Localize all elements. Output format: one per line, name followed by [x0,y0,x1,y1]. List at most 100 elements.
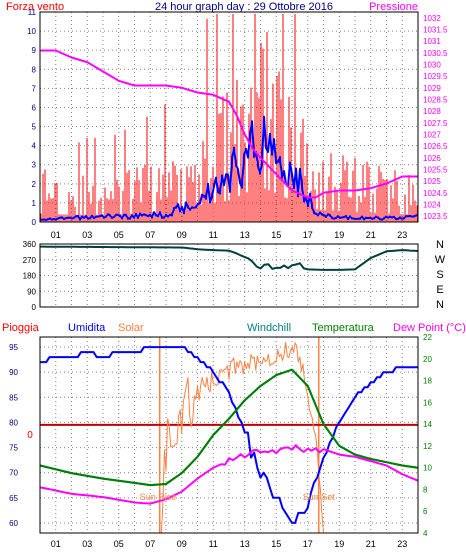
weather-panel-x-ticks: 01 03 05 07 09 11 13 15 17 19 21 23 [51,539,408,549]
x-tick-label: 07 [145,230,155,240]
x-tick-label: 01 [51,539,61,549]
humidity-tick-label: 90 [9,368,18,377]
graph-title: 24 hour graph day : 29 Ottobre 2016 [155,1,333,13]
wind-panel-series [39,13,419,222]
x-tick-label: 09 [177,539,187,549]
wind-tick-label: 4 [32,142,37,151]
pressure-tick-label: 1030 [423,61,441,70]
wind-tick-label: 9 [32,46,37,55]
direction-tick-label: 270 [23,256,37,265]
humidity-tick-label: 65 [9,494,18,503]
x-tick-label: 01 [51,230,61,240]
pressure-tick-label: 1029 [423,84,441,93]
pressure-line [40,49,418,199]
compass-label: S [436,269,443,281]
x-tick-label: 13 [240,539,250,549]
rain-value-label: 0 [27,430,33,441]
wind-tick-label: 0 [32,218,37,227]
x-tick-label: 23 [397,230,407,240]
pressure-tick-label: 1027 [423,131,441,140]
direction-axis-ticks: 0 90 180 270 360 [23,240,37,312]
temperature-tick-label: 18 [423,377,432,386]
wind-tick-label: 5 [32,123,37,132]
pressure-tick-label: 1025 [423,177,441,186]
pressure-tick-label: 1023.5 [423,212,448,221]
wind-tick-label: 8 [32,65,37,74]
x-tick-label: 07 [145,539,155,549]
humidity-tick-label: 80 [9,418,18,427]
pressure-tick-label: 1031 [423,37,441,46]
x-tick-label: 21 [366,539,376,549]
legend-rain: Pioggia [2,322,40,334]
x-tick-label: 15 [271,230,281,240]
humidity-tick-label: 95 [9,343,18,352]
compass-label: N [436,239,444,251]
x-tick-label: 21 [366,230,376,240]
wind-tick-label: 11 [28,8,37,17]
humidity-tick-label: 60 [9,519,18,528]
legend-dewpoint: Dew Point (°C) [393,322,466,334]
wind-axis-title: Forza vento [6,1,64,13]
humidity-line [40,346,418,524]
weather-panel-frame [39,336,419,534]
pressure-tick-label: 1026.5 [423,142,448,151]
humidity-tick-label: 85 [9,393,18,402]
direction-line [40,245,419,271]
wind-panel-x-ticks: 01 03 05 07 09 11 13 15 17 19 21 23 [51,230,408,240]
temperature-tick-label: 20 [423,355,432,364]
wind-tick-label: 10 [27,27,36,36]
humidity-axis-ticks: 60 65 70 75 80 85 90 95 [9,343,18,528]
pressure-tick-label: 1027.5 [423,119,448,128]
temperature-tick-label: 22 [423,333,432,342]
wind-tick-label: 7 [32,84,37,93]
compass-label: N [436,299,444,311]
solar-line [160,341,324,534]
x-tick-label: 11 [209,539,218,549]
temperature-tick-label: 6 [423,507,428,516]
direction-panel-grid [39,243,419,308]
x-tick-label: 17 [303,230,313,240]
wind-tick-label: 3 [32,161,37,170]
wind-average-line [39,115,419,221]
wind-panel-frame [39,11,419,223]
direction-tick-label: 180 [23,272,37,281]
x-tick-label: 03 [82,230,92,240]
pressure-tick-label: 1024.5 [423,189,448,198]
x-tick-label: 03 [82,539,92,549]
dewpoint-line [39,444,419,505]
temperature-axis-ticks: 4 6 8 10 12 14 16 18 20 22 [423,333,432,538]
pressure-axis-title: Pressione [369,1,418,13]
legend-humidity: Umidita [68,322,106,334]
x-tick-label: 05 [114,230,124,240]
temperature-tick-label: 12 [423,442,432,451]
direction-panel-frame [39,243,419,308]
direction-tick-label: 0 [32,303,37,312]
temperature-tick-label: 4 [423,529,428,538]
wind-tick-label: 6 [32,103,37,112]
pressure-tick-label: 1030.5 [423,49,448,58]
temperature-line [39,368,419,487]
pressure-axis-ticks: 1023.5 1024 1024.5 1025 1025.5 1026 1026.5 1027… [423,14,448,221]
pressure-tick-label: 1029.5 [423,72,448,81]
x-tick-label: 05 [114,539,124,549]
pressure-tick-label: 1028.5 [423,96,448,105]
wind-axis-ticks: 0 1 2 3 4 5 6 7 8 9 10 11 [27,8,36,227]
legend-temperature: Temperatura [312,322,375,334]
x-tick-label: 19 [334,230,344,240]
sunrise-label: Sun Rise [140,492,177,502]
x-tick-label: 17 [303,539,313,549]
temperature-tick-label: 14 [423,420,432,429]
weather-panel-series [39,337,419,534]
temperature-tick-label: 16 [423,398,432,407]
x-tick-label: 11 [209,230,218,240]
x-tick-label: 23 [397,539,407,549]
pressure-tick-label: 1024 [423,201,441,210]
x-tick-label: 15 [271,539,281,549]
wind-tick-label: 2 [32,180,37,189]
pressure-tick-label: 1032 [423,14,441,23]
pressure-tick-label: 1028 [423,107,441,116]
humidity-tick-label: 75 [9,444,18,453]
wind-tick-label: 1 [32,199,37,208]
x-tick-label: 19 [334,539,344,549]
